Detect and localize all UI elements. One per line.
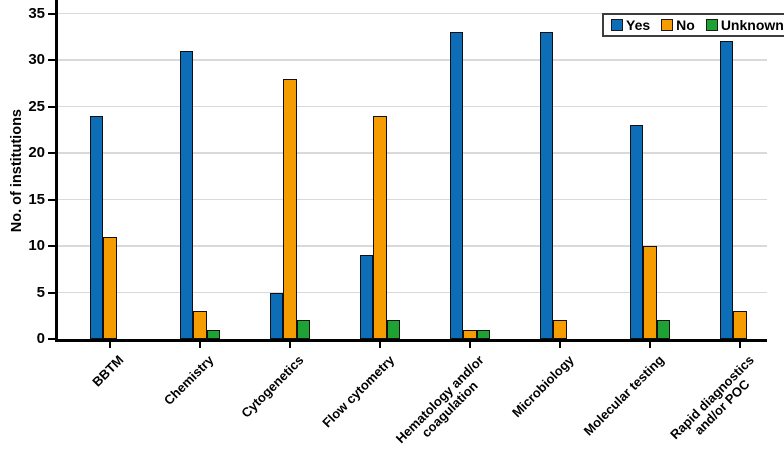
gridline-15 bbox=[58, 198, 767, 201]
bar-yes-chemistry bbox=[179, 50, 194, 339]
legend-item-yes: Yes bbox=[611, 17, 650, 33]
legend-swatch-no bbox=[661, 19, 674, 31]
x-tick-microbiology bbox=[559, 341, 561, 348]
bar-no-cytogenetics bbox=[283, 78, 297, 339]
bar-no-chemistry bbox=[193, 311, 207, 339]
legend-item-unknown: Unknown bbox=[705, 17, 784, 33]
y-tick-label-25: 25 bbox=[28, 97, 45, 115]
y-tick-label-10: 10 bbox=[28, 237, 45, 254]
y-tick-label-5: 5 bbox=[36, 283, 45, 301]
x-tick-label-cytogenetics: Cytogenetics bbox=[238, 352, 307, 421]
y-tick-5 bbox=[48, 291, 56, 294]
legend-label-no: No bbox=[676, 17, 695, 33]
x-tick-label-hematology-and-or-coagulation: Hematology and/or coagulation bbox=[393, 352, 487, 447]
bar-no-hematology-and-or-coagulation bbox=[463, 329, 477, 339]
x-tick-label-bbtm: BBTM bbox=[89, 352, 127, 390]
y-tick-label-20: 20 bbox=[28, 144, 45, 161]
y-tick-35 bbox=[48, 12, 56, 15]
legend: Yes No Unknown bbox=[602, 13, 784, 37]
y-tick-label-35: 35 bbox=[28, 4, 45, 22]
bar-unknown-flow-cytometry bbox=[386, 320, 401, 339]
gridline-10 bbox=[58, 245, 767, 247]
x-tick-cytogenetics bbox=[289, 341, 291, 348]
bar-no-microbiology bbox=[553, 320, 567, 339]
y-tick-label-0: 0 bbox=[36, 330, 45, 347]
gridline-35 bbox=[58, 12, 767, 15]
x-tick-label-molecular-testing: Molecular testing bbox=[580, 352, 667, 439]
x-tick-label-chemistry: Chemistry bbox=[161, 352, 217, 408]
bar-yes-rapid-diagnostics-and-or-poc bbox=[719, 41, 734, 339]
gridline-30 bbox=[58, 59, 767, 61]
bar-yes-bbtm bbox=[89, 115, 104, 339]
y-tick-20 bbox=[48, 152, 56, 154]
legend-label-yes: Yes bbox=[626, 17, 651, 33]
y-tick-10 bbox=[48, 245, 56, 247]
y-tick-0 bbox=[48, 338, 56, 340]
bar-unknown-molecular-testing bbox=[656, 320, 671, 339]
legend-item-no: No bbox=[661, 17, 695, 33]
x-tick-bbtm bbox=[109, 341, 111, 348]
legend-label-unknown: Unknown bbox=[720, 17, 784, 33]
bar-unknown-hematology-and-or-coagulation bbox=[476, 329, 491, 339]
bar-no-bbtm bbox=[103, 236, 117, 339]
y-tick-15 bbox=[48, 198, 56, 201]
bar-yes-hematology-and-or-coagulation bbox=[449, 32, 464, 339]
legend-swatch-unknown bbox=[705, 19, 718, 31]
bar-no-rapid-diagnostics-and-or-poc bbox=[733, 311, 747, 339]
bar-yes-cytogenetics bbox=[269, 292, 284, 339]
x-tick-chemistry bbox=[199, 341, 201, 348]
bar-no-flow-cytometry bbox=[373, 115, 387, 339]
gridline-20 bbox=[58, 152, 767, 154]
y-tick-label-15: 15 bbox=[28, 190, 45, 208]
y-tick-30 bbox=[48, 59, 56, 61]
bar-unknown-cytogenetics bbox=[296, 320, 311, 339]
gridline-5 bbox=[58, 291, 767, 294]
x-tick-molecular-testing bbox=[649, 341, 651, 348]
x-tick-label-microbiology: Microbiology bbox=[509, 352, 577, 421]
x-tick-flow-cytometry bbox=[379, 341, 381, 348]
bar-unknown-chemistry bbox=[206, 329, 221, 339]
x-tick-label-flow-cytometry: Flow cytometry bbox=[318, 352, 397, 431]
y-axis-line bbox=[55, 0, 58, 342]
gridline-25 bbox=[58, 105, 767, 108]
bar-yes-molecular-testing bbox=[629, 125, 644, 339]
legend-swatch-yes bbox=[611, 19, 623, 31]
bar-yes-flow-cytometry bbox=[359, 255, 374, 339]
x-tick-hematology-and-or-coagulation bbox=[469, 341, 471, 348]
x-tick-rapid-diagnostics-and-or-poc bbox=[739, 341, 741, 348]
bar-no-molecular-testing bbox=[643, 246, 657, 339]
y-tick-25 bbox=[48, 105, 56, 108]
y-tick-label-30: 30 bbox=[28, 51, 45, 68]
x-axis-line bbox=[55, 339, 767, 342]
x-tick-label-rapid-diagnostics-and-or-poc: Rapid diagnostics and/or POC bbox=[667, 352, 757, 443]
bar-yes-microbiology bbox=[539, 32, 554, 339]
